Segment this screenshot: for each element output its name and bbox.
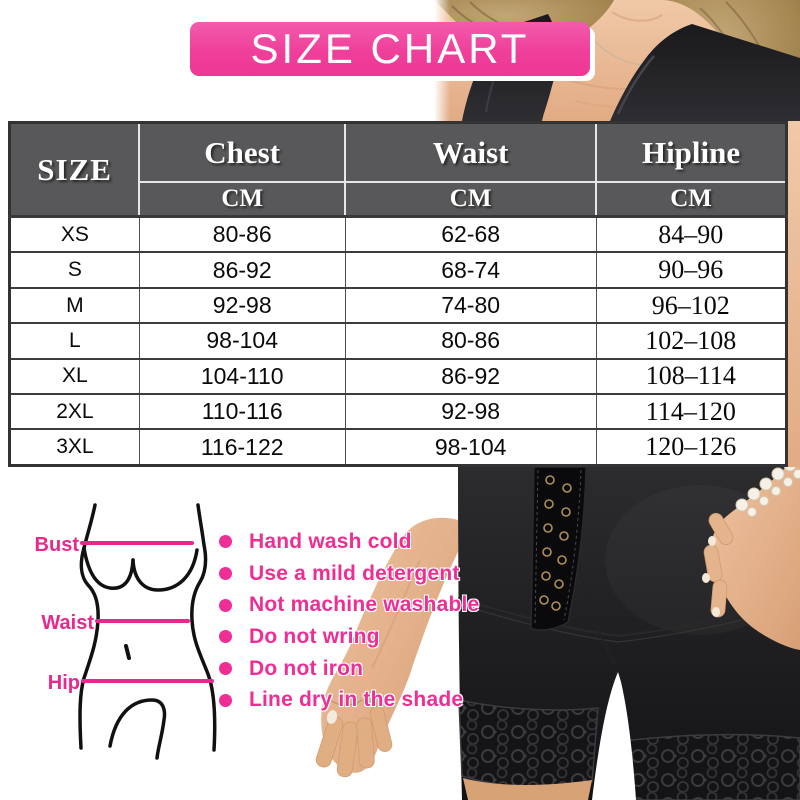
header-hipline: Hipline [595,121,788,183]
size-table-cell-chest: 116-122 [138,428,346,467]
care-item-text: Hand wash cold [249,529,412,553]
care-item: Not machine washable [219,589,479,621]
size-table-cell-chest: 110-116 [138,393,346,430]
size-table-cell-waist: 98-104 [344,428,597,467]
size-table-cell-size: S [9,251,140,289]
table-row: S 86-92 68-74 90–96 [9,251,788,289]
size-table-cell-waist: 62-68 [344,215,597,253]
size-table-body: XS 80-86 62-68 84–90 S 86-92 68-74 90–96 M 92-98 7… [9,215,788,467]
size-table-cell-size: M [9,286,140,324]
header-waist: Waist [344,121,598,183]
size-table-cell-hipline: 96–102 [595,286,788,324]
size-table-cell-chest: 98-104 [138,322,346,360]
size-table-cell-size: XL [9,357,140,395]
unit-waist: CM [344,181,598,218]
size-table-cell-size: L [9,322,140,360]
unit-hipline: CM [595,181,788,218]
bust-label: Bust [35,534,80,556]
care-item-text: Line dry in the shade [249,688,464,712]
header-chest: Chest [138,121,347,183]
care-item: Use a mild detergent [219,558,479,590]
care-item-text: Do not wring [249,624,380,648]
care-item-text: Not machine washable [249,593,480,617]
table-row: XL 104-110 86-92 108–114 [9,357,788,395]
size-table-cell-waist: 80-86 [344,322,597,360]
bullet-dot-icon [219,693,232,707]
model-hand-on-hip [702,467,800,650]
bullet-dot-icon [219,535,232,549]
size-table-cell-hipline: 84–90 [595,215,788,253]
bullet-dot-icon [219,662,232,676]
care-item: Do not iron [219,653,479,685]
size-table-cell-chest: 104-110 [138,357,346,395]
care-list: Hand wash cold Use a mild detergent Not ma… [219,526,479,716]
size-table-cell-chest: 86-92 [138,251,346,289]
care-item-text: Use a mild detergent [249,561,460,585]
pearl-bracelet [735,467,800,517]
care-item: Do not wring [219,621,479,653]
model-photo-side-strip [788,121,800,467]
hook-and-eye-closure [530,467,587,631]
size-table-cell-waist: 74-80 [344,286,597,324]
size-table-cell-size: 2XL [9,393,140,430]
bullet-dot-icon [219,630,232,644]
care-item: Line dry in the shade [219,684,479,716]
size-table-cell-hipline: 90–96 [595,251,788,289]
size-table-cell-chest: 92-98 [138,286,346,324]
model-photo-bottom [315,467,800,800]
size-table: SIZE Chest Waist Hipline CM CM CM XS 80-8… [8,121,788,467]
model-arm [315,517,458,778]
waist-label: Waist [41,612,94,634]
bullet-dot-icon [219,567,232,581]
size-table-cell-hipline: 120–126 [595,428,788,467]
unit-chest: CM [138,181,347,218]
page-title: SIZE CHART [250,25,530,72]
header-size: SIZE [8,121,141,218]
size-table-cell-waist: 86-92 [344,357,597,395]
size-table-cell-hipline: 108–114 [595,357,788,395]
table-row: L 98-104 80-86 102–108 [9,322,788,360]
care-item-text: Do not iron [249,656,364,680]
care-item: Hand wash cold [219,526,479,558]
table-row: 3XL 116-122 98-104 120–126 [9,428,788,467]
size-table-cell-hipline: 102–108 [595,322,788,360]
lace-trim [458,699,800,800]
hip-label: Hip [48,672,80,694]
size-table-cell-chest: 80-86 [138,215,346,253]
table-row: 2XL 110-116 92-98 114–120 [9,393,788,430]
size-chart-banner: SIZE CHART [190,22,590,76]
size-table-header: SIZE Chest Waist Hipline CM CM CM [8,121,788,218]
measurement-diagram: Bust Waist Hip [35,503,217,760]
bullet-dot-icon [219,598,232,612]
size-table-cell-size: XS [9,215,140,253]
table-row: XS 80-86 62-68 84–90 [9,215,788,253]
size-table-cell-hipline: 114–120 [595,393,788,430]
size-table-cell-waist: 68-74 [344,251,597,289]
table-row: M 92-98 74-80 96–102 [9,286,788,324]
size-table-cell-waist: 92-98 [344,393,597,430]
size-table-cell-size: 3XL [9,428,140,467]
